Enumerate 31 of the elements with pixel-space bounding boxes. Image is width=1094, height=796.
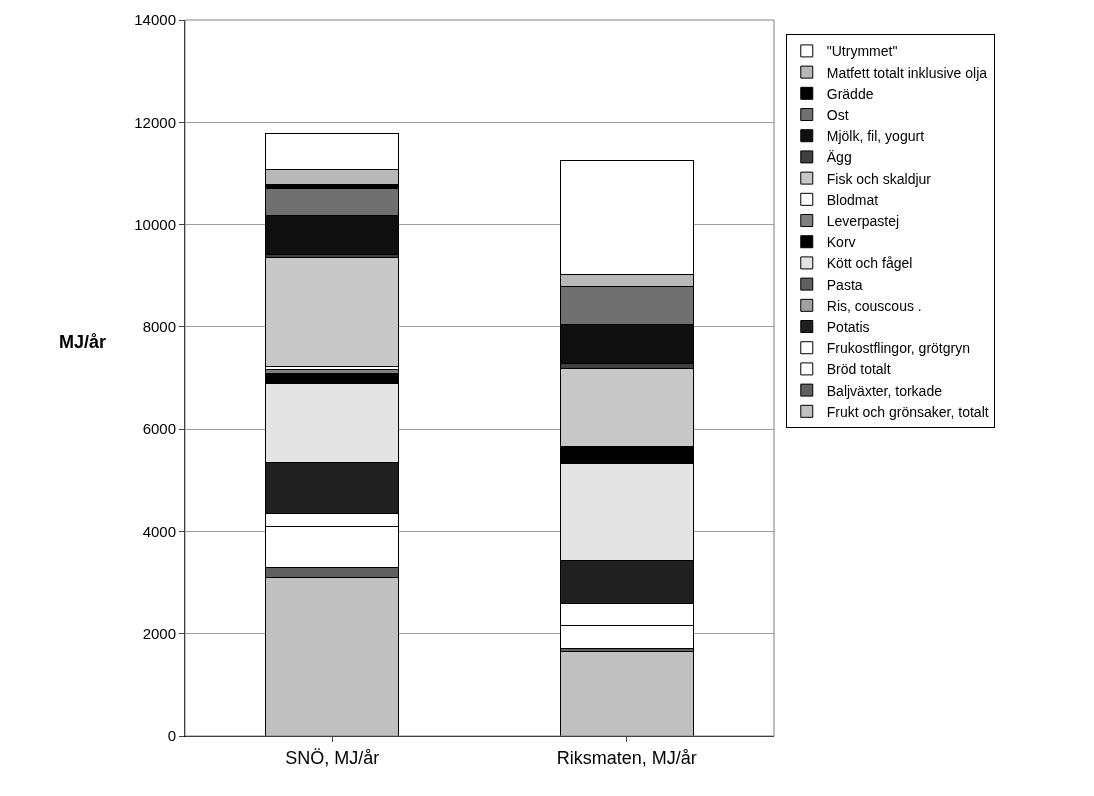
legend-label: Frukostflingor, grötgryn — [826, 340, 970, 357]
legend-label: Pasta — [826, 276, 863, 293]
x-tick-label: SNÖ, MJ/år — [285, 747, 380, 768]
legend-label: Korv — [826, 234, 856, 251]
legend-label: Fisk och skaldjur — [826, 170, 932, 187]
legend-label: Leverpastej — [826, 212, 900, 229]
legend-label: "Utrymmet" — [826, 43, 898, 60]
legend-label: Mjölk, fil, yogurt — [826, 128, 925, 145]
y-tick-label: 10000 — [134, 215, 176, 233]
y-tick-label: 8000 — [142, 318, 176, 336]
legend-label: Kött och fågel — [826, 255, 913, 272]
y-tick-label: 2000 — [142, 624, 176, 642]
legend-label: Ris, couscous . — [826, 297, 922, 314]
y-tick-label: 4000 — [142, 522, 176, 540]
legend-label: Bröd totalt — [826, 361, 891, 378]
bar — [265, 257, 400, 367]
legend-label: Matfett totalt inklusive olja — [826, 64, 988, 81]
y-tick-label: 6000 — [142, 420, 176, 438]
legend-label: Baljväxter, torkade — [826, 382, 943, 399]
x-tick-label: Riksmaten, MJ/år — [556, 747, 697, 768]
y-axis-title: MJ/år — [59, 332, 107, 352]
legend-label: Grädde — [826, 85, 874, 102]
y-tick-label: 14000 — [134, 11, 176, 29]
y-tick-label: 0 — [167, 727, 176, 745]
legend-label: Frukt och grönsaker, totalt — [826, 403, 989, 420]
legend-label: Ost — [826, 106, 849, 123]
legend-label: Blodmat — [826, 191, 879, 208]
y-tick-label: 12000 — [134, 113, 176, 131]
bar — [559, 651, 694, 736]
legend-label: Ägg — [826, 149, 852, 166]
legend-label: Potatis — [826, 318, 870, 335]
